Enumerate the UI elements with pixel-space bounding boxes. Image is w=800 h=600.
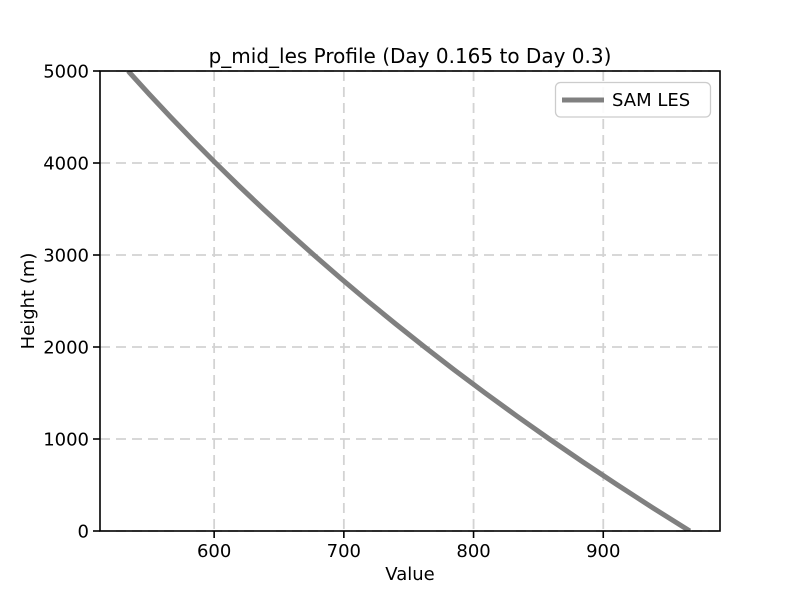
- x-tick-label: 700: [327, 541, 361, 562]
- profile-curve: [126, 71, 692, 531]
- y-tick-label: 2000: [43, 338, 89, 359]
- tick-layer: 600 700 800 900 0 1000 2000 3000 4000 5000: [43, 62, 620, 563]
- x-tick-label: 600: [197, 541, 231, 562]
- y-tick-label: 1000: [43, 430, 89, 451]
- legend-frame: [554, 81, 712, 118]
- y-tick-label: 3000: [43, 246, 89, 267]
- y-tick-label: 0: [78, 522, 89, 543]
- y-tick-label: 4000: [43, 154, 89, 175]
- y-axis-label: Height (m): [18, 253, 39, 350]
- axes-spines: [99, 70, 721, 532]
- legend-entry-label: SAM LES: [612, 90, 690, 111]
- x-axis-label: Value: [385, 564, 434, 585]
- x-tick-label: 900: [586, 541, 620, 562]
- y-tick-label: 5000: [43, 62, 89, 83]
- legend-box: SAM LES: [554, 81, 712, 118]
- chart-title: p_mid_les Profile (Day 0.165 to Day 0.3): [209, 44, 612, 68]
- series-layer: [126, 71, 692, 531]
- x-tick-label: 800: [456, 541, 490, 562]
